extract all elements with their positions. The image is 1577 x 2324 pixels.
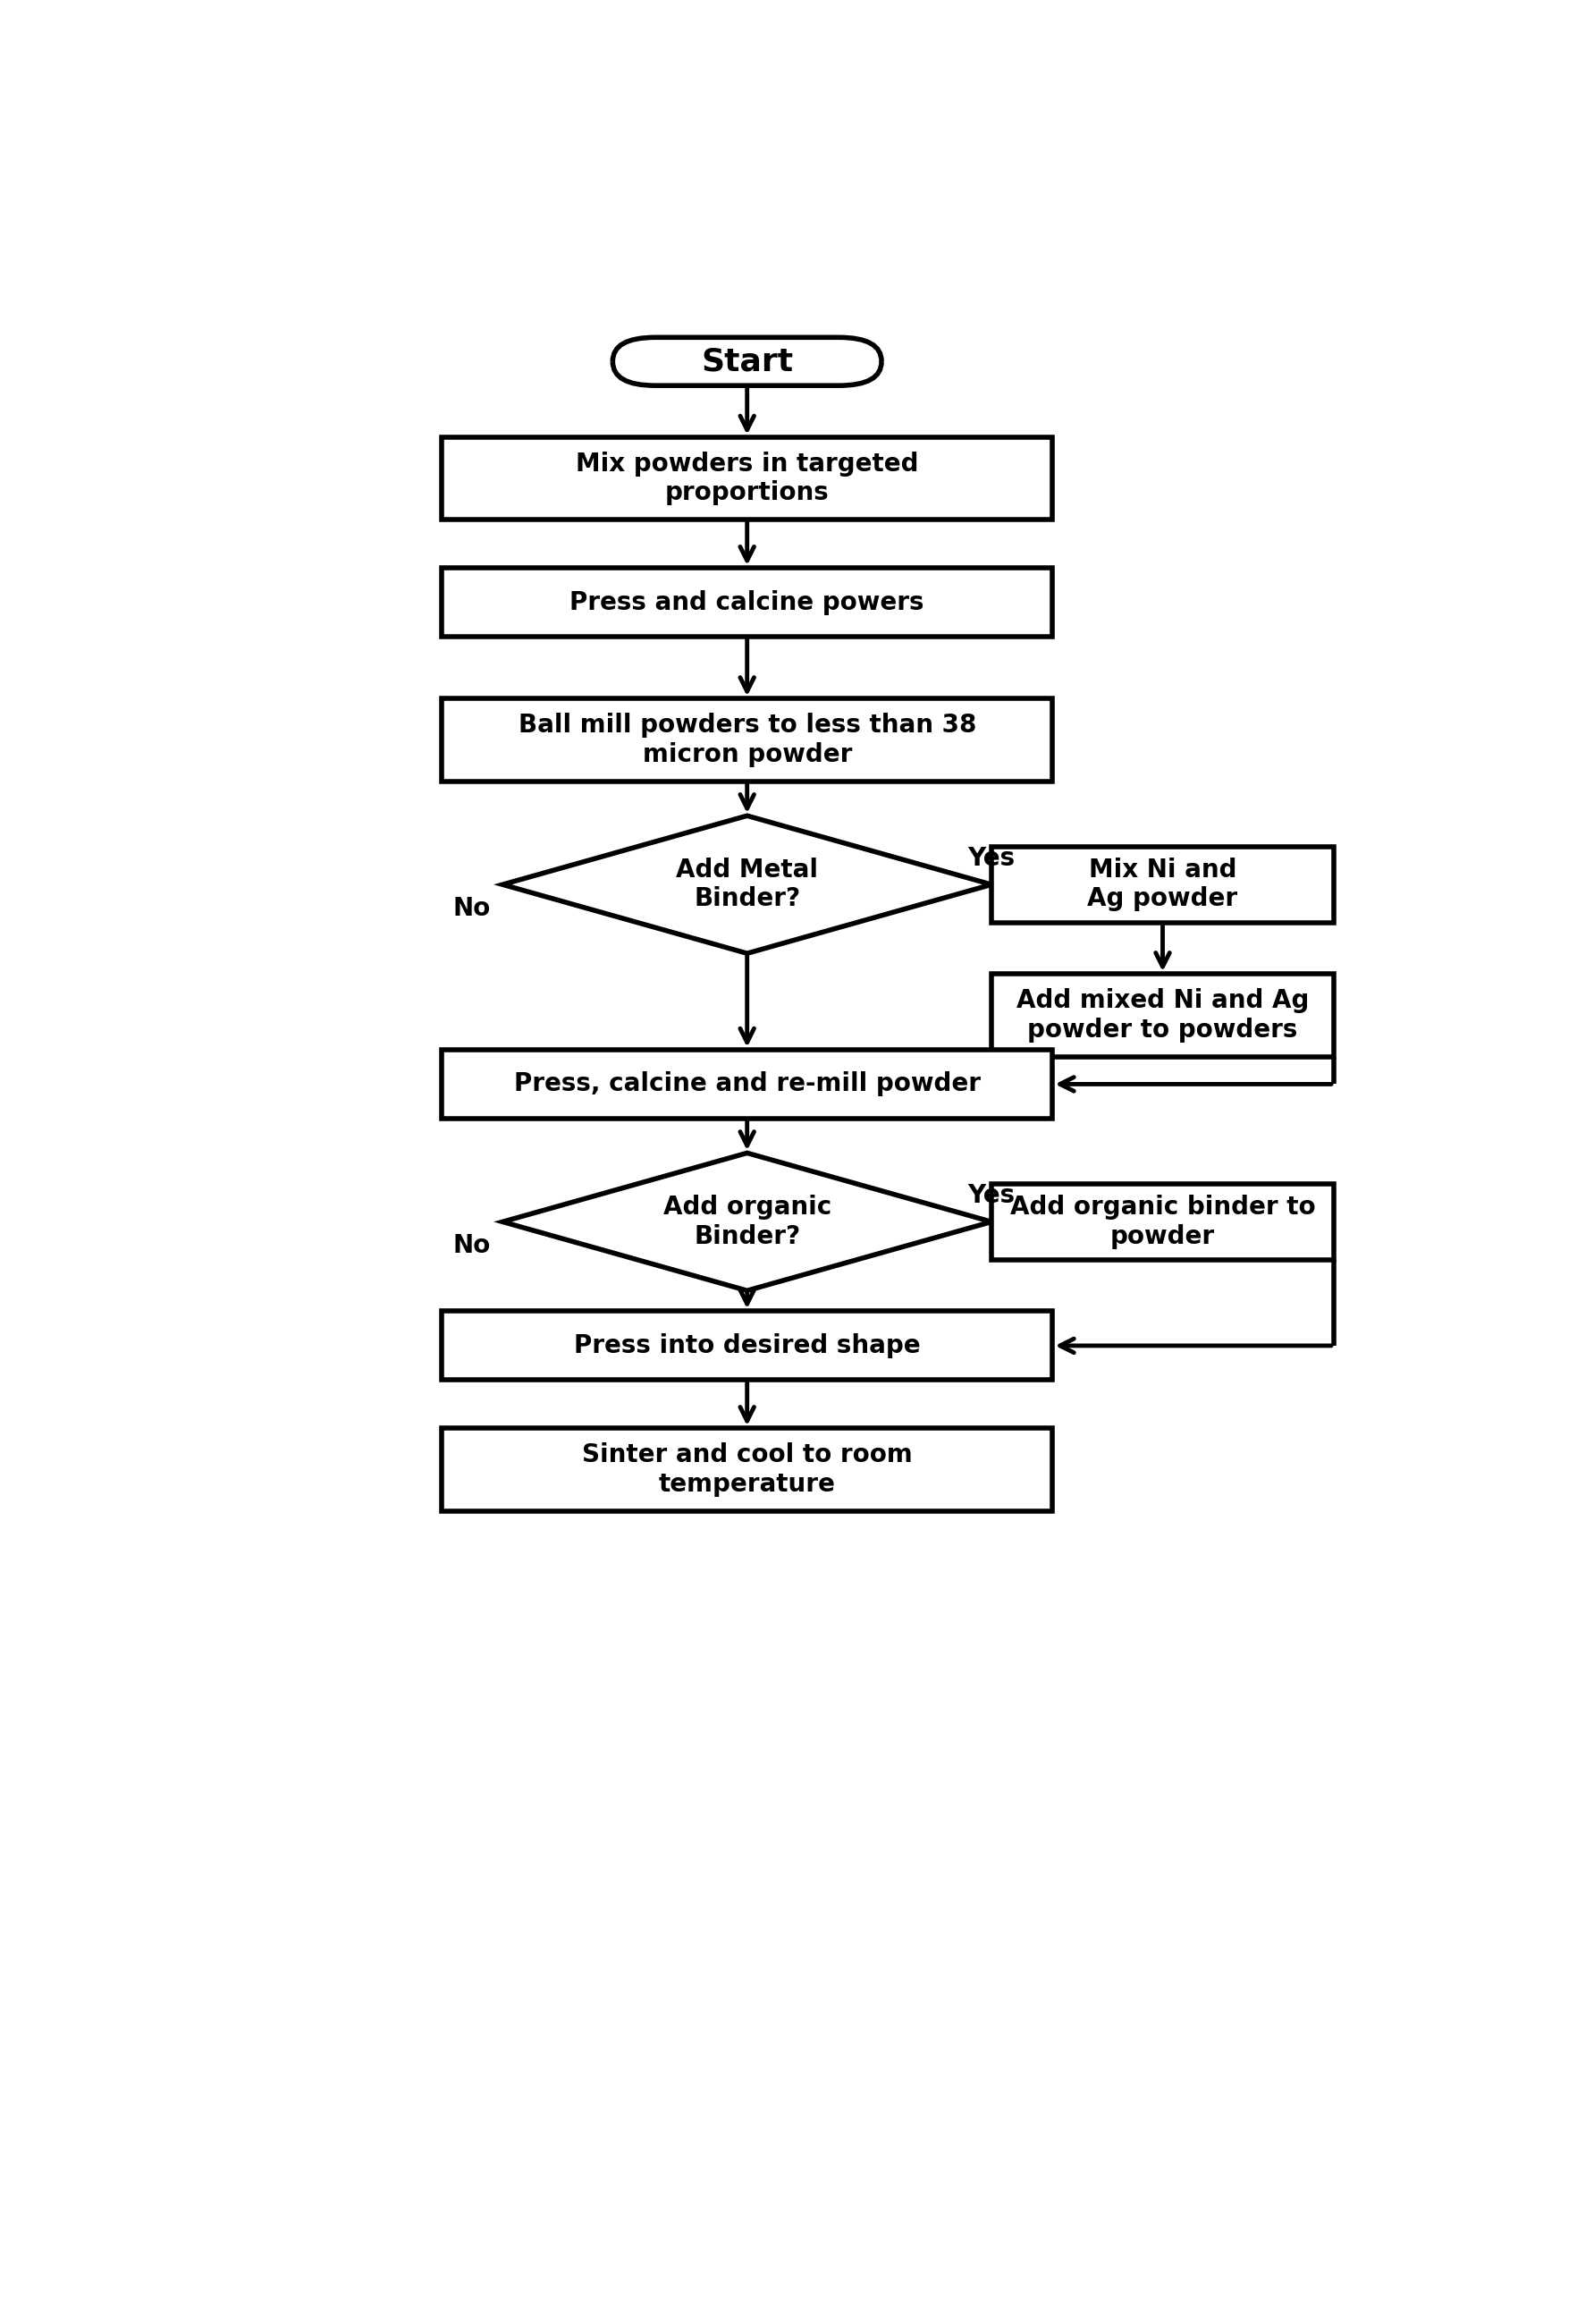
Text: Press into desired shape: Press into desired shape [574,1334,921,1357]
Polygon shape [503,1153,992,1290]
Bar [442,567,1053,637]
Text: Ball mill powders to less than 38
micron powder: Ball mill powders to less than 38 micron… [519,713,976,767]
Text: Add mixed Ni and Ag
powder to powders: Add mixed Ni and Ag powder to powders [1016,988,1309,1043]
Polygon shape [503,816,992,953]
Text: No: No [453,897,490,920]
FancyBboxPatch shape [613,337,882,386]
Text: Add organic binder to
powder: Add organic binder to powder [1009,1195,1315,1248]
Bar [442,437,1053,521]
Bar [442,1050,1053,1118]
Text: Press, calcine and re-mill powder: Press, calcine and re-mill powder [514,1071,981,1097]
Bar [992,1183,1334,1260]
Text: Mix Ni and
Ag powder: Mix Ni and Ag powder [1088,858,1238,911]
Text: Yes: Yes [968,1183,1016,1208]
Text: Add Metal
Binder?: Add Metal Binder? [677,858,818,911]
Text: Sinter and cool to room
temperature: Sinter and cool to room temperature [582,1443,913,1497]
Text: Add organic
Binder?: Add organic Binder? [662,1195,831,1248]
Text: Mix powders in targeted
proportions: Mix powders in targeted proportions [576,451,918,507]
Bar [442,700,1053,781]
Text: No: No [453,1234,490,1257]
Bar [442,1311,1053,1380]
Text: Yes: Yes [968,846,1016,872]
Bar [992,846,1334,923]
Text: Press and calcine powers: Press and calcine powers [569,590,924,616]
Text: Start: Start [702,346,793,376]
Bar [442,1429,1053,1511]
Bar [992,974,1334,1057]
